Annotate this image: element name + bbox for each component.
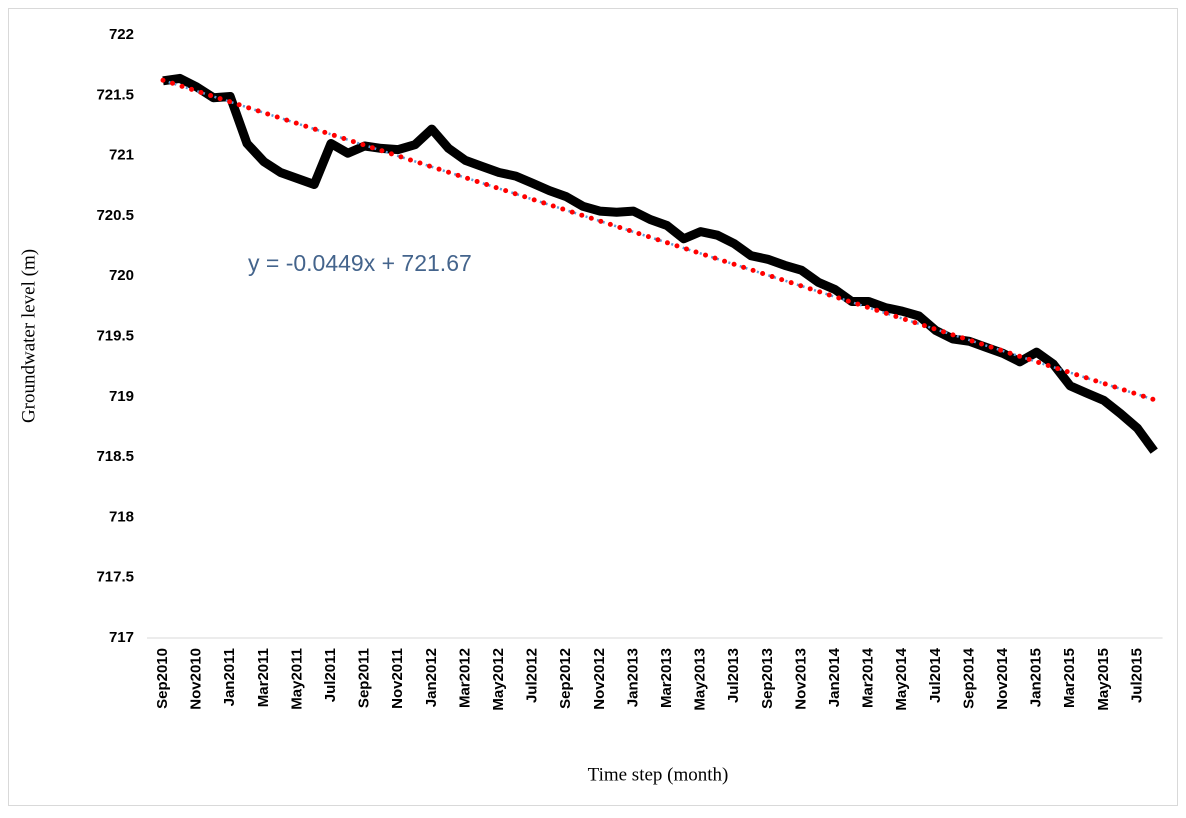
x-tick-label: Nov2012 — [591, 648, 608, 710]
x-tick-label: May2015 — [1095, 648, 1112, 711]
x-tick-label: Jul2013 — [725, 648, 742, 703]
x-tick-label: Sep2010 — [154, 648, 171, 709]
trendline — [160, 77, 1157, 403]
y-tick-label: 717.5 — [96, 569, 134, 586]
x-axis-title: Time step (month) — [588, 764, 729, 785]
x-tick-label: Jul2014 — [927, 647, 944, 703]
x-tick-label: Jan2014 — [826, 647, 843, 707]
x-tick-label: Jul2011 — [322, 648, 339, 702]
x-tick-label: Jan2013 — [624, 648, 641, 707]
x-tick-label: Mar2015 — [1061, 648, 1078, 708]
y-tick-label: 721 — [109, 147, 134, 164]
y-tick-label: 721.5 — [96, 86, 134, 103]
x-tick-label: May2014 — [893, 647, 910, 710]
x-tick-label: May2012 — [490, 648, 507, 711]
y-tick-label: 717 — [109, 629, 134, 646]
x-tick-label: Sep2013 — [759, 648, 776, 709]
x-tick-label: Nov2011 — [389, 648, 406, 709]
x-tick-label: Sep2014 — [960, 647, 977, 709]
y-tick-label: 720 — [109, 267, 134, 284]
y-tick-label: 720.5 — [96, 207, 134, 224]
trendline-equation: y = -0.0449x + 721.67 — [248, 250, 472, 276]
x-tick-label: Jan2015 — [1028, 648, 1045, 707]
y-tick-label: 722 — [109, 26, 134, 43]
y-tick-label: 719.5 — [96, 327, 134, 344]
y-tick-label: 718.5 — [96, 448, 134, 465]
y-tick-label: 719 — [109, 388, 134, 405]
x-tick-label: Mar2012 — [456, 648, 473, 708]
x-tick-label: Nov2013 — [792, 648, 809, 710]
x-tick-label: Mar2011 — [255, 648, 272, 707]
x-tick-label: May2013 — [692, 648, 709, 711]
x-tick-label: Jul2012 — [524, 648, 541, 703]
y-axis-title: Groundwater level (m) — [18, 249, 39, 423]
x-tick-label: Nov2010 — [188, 648, 205, 710]
x-tick-label: Sep2012 — [557, 648, 574, 709]
x-tick-label: Mar2013 — [658, 648, 675, 708]
x-tick-label: Jan2011 — [221, 648, 238, 706]
x-tick-label: Nov2014 — [994, 647, 1011, 709]
y-tick-label: 718 — [109, 508, 134, 525]
x-tick-label: Jul2015 — [1128, 648, 1145, 703]
x-tick-label: Sep2011 — [356, 648, 373, 708]
chart-frame — [8, 8, 1178, 806]
x-tick-label: Mar2014 — [860, 647, 877, 708]
x-tick-label: May2011 — [288, 648, 305, 710]
x-tick-label: Jan2012 — [423, 648, 440, 707]
